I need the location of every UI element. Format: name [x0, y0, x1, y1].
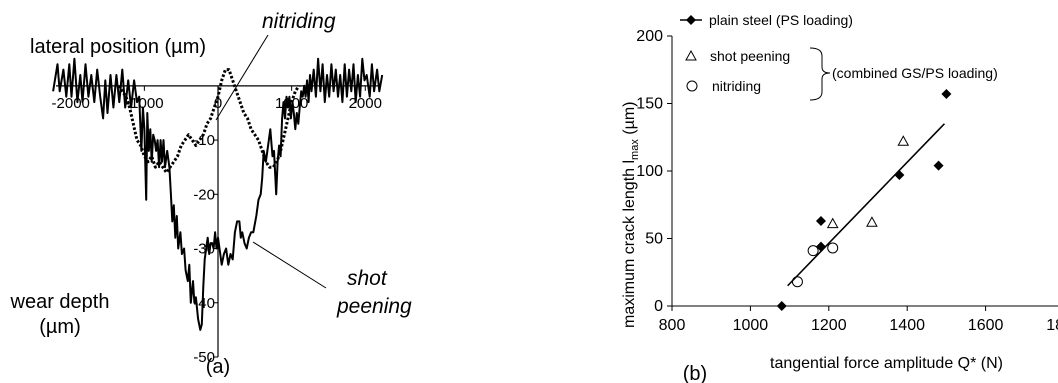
legend-combined-loading: (combined GS/PS loading) — [832, 65, 998, 81]
panel-b-label: (b) — [683, 363, 707, 383]
shot-peening-point — [897, 135, 910, 146]
crack-y-tick-label: 100 — [636, 163, 663, 180]
crack-tick-labels: 800 1000 1200 1400 1600 1800 0 50 100 150 200 — [636, 28, 1058, 334]
wear-y-tick-label: -30 — [193, 241, 215, 258]
wear-y-tick-label: -20 — [193, 186, 215, 203]
crack-y-tick-label: 150 — [636, 96, 663, 113]
crack-length-chart: 800 1000 1200 1400 1600 1800 0 50 100 150 200 tang… — [621, 12, 1058, 383]
crack-x-tick-label: 800 — [659, 317, 686, 334]
panel-a-label: (a) — [206, 356, 230, 378]
crack-y-axis-label-sub: max — [629, 139, 641, 160]
wear-y-tick-label: -50 — [193, 349, 215, 366]
crack-y-axis-label-main: maximum crack length l — [621, 160, 638, 328]
wear-x-tick-label: -1000 — [125, 95, 163, 112]
nitriding-point — [807, 245, 819, 257]
crack-x-axis-label: tangential force amplitude Q* (N) — [770, 355, 1003, 372]
crack-x-tick-label: 1000 — [733, 317, 769, 334]
legend-brace — [809, 47, 831, 101]
legend-diamond-marker — [686, 15, 696, 25]
wear-series — [52, 57, 384, 331]
wear-y-axis-label-line1: wear depth — [10, 291, 110, 313]
wear-x-tick-label: -2000 — [52, 95, 90, 112]
crack-x-tick-label: 1800 — [1046, 317, 1058, 334]
crack-x-tick-label: 1600 — [968, 317, 1004, 334]
wear-depth-chart: -2000 -1000 0 1000 2000 -10 -20 -30 -40 -50 later… — [10, 10, 413, 378]
legend: plain steel (PS loading) shot peening ni… — [680, 12, 998, 101]
legend-nitriding: nitriding — [712, 78, 761, 94]
plain-steel-point — [776, 301, 787, 311]
shot-peening-leader-line — [252, 241, 327, 289]
shot-peening-point — [826, 217, 839, 229]
trend-line — [787, 123, 946, 287]
crack-x-tick-label: 1200 — [811, 317, 847, 334]
nitriding-annotation: nitriding — [262, 10, 336, 33]
crack-y-axis-label-unit: (µm) — [621, 102, 638, 140]
nitriding-point — [827, 242, 839, 254]
crack-y-tick-label: 0 — [654, 298, 663, 315]
wear-y-axis-label-line2: (µm) — [39, 316, 81, 338]
crack-x-tick-label: 1400 — [889, 317, 925, 334]
legend-shot-peening: shot peening — [710, 48, 790, 64]
svg-text:maximum crack length lmax (µm): maximum crack length lmax (µm) — [621, 102, 641, 328]
legend-circle-marker — [686, 80, 698, 92]
wear-x-axis-label: lateral position (µm) — [30, 36, 206, 58]
legend-triangle-marker — [685, 49, 697, 61]
crack-y-tick-label: 200 — [636, 28, 663, 45]
shot-peening-annotation-line1: shot — [347, 267, 388, 290]
nitriding-profile-line — [117, 68, 301, 175]
plain-steel-point — [933, 160, 944, 171]
trend-line-path — [787, 123, 946, 287]
wear-tick-labels: -2000 -1000 0 1000 2000 -10 -20 -30 -40 -50 — [52, 95, 382, 366]
shot-peening-annotation-line2: peening — [336, 295, 412, 318]
wear-y-tick-label: -40 — [193, 295, 215, 312]
crack-y-axis-label: maximum crack length lmax (µm) — [621, 102, 641, 328]
wear-x-tick-label: 0 — [214, 95, 222, 112]
wear-x-tick-label: 2000 — [349, 95, 382, 112]
wear-y-tick-label: -10 — [193, 132, 215, 149]
shot-peening-point — [866, 216, 878, 227]
nitriding-leader-line — [215, 34, 269, 121]
wear-axes — [56, 85, 380, 358]
crack-data-points — [776, 89, 952, 311]
legend-plain-steel: plain steel (PS loading) — [709, 12, 853, 28]
wear-x-tick-label: 1000 — [275, 95, 308, 112]
plain-steel-point — [815, 215, 826, 226]
crack-y-tick-label: 50 — [645, 231, 663, 248]
crack-axes — [667, 35, 1058, 311]
plain-steel-point — [941, 89, 952, 100]
